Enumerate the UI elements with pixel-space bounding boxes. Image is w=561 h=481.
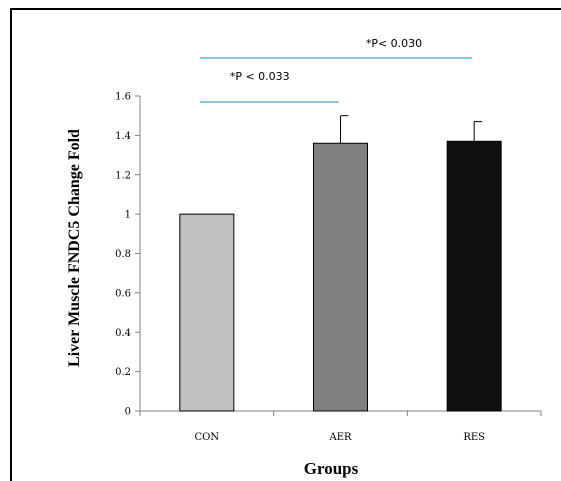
figure-frame [10,8,561,481]
x-tick-label-res: RES [463,432,485,443]
y-tick-label: 1.6 [115,92,131,103]
y-axis-label: Liver Muscle FNDC5 Change Fold [66,129,83,367]
bar-res [446,140,502,412]
significance-label: *P < 0.033 [230,70,290,83]
x-axis-label: Groups [304,459,359,478]
significance-label: *P< 0.030 [366,37,422,50]
y-tick-label: 1.2 [115,170,131,181]
x-tick-label-con: CON [195,432,220,443]
bar-con [179,213,235,412]
y-tick-label: 0.4 [115,328,131,339]
x-tick-labels: CON AER RES [195,432,486,443]
error-bars [340,115,483,144]
y-tick-label: 0.2 [115,367,131,378]
y-tick-label: 0 [125,407,131,418]
y-tick-label: 1.4 [115,131,131,142]
y-tick-label: 0.8 [115,249,131,260]
y-tick-label: 0.6 [115,288,131,299]
x-tick-label-aer: AER [328,432,352,443]
bars [179,140,502,412]
bar-aer [313,142,368,412]
significance-annotations: *P < 0.033 *P< 0.030 [199,37,473,103]
y-tick-label: 1 [125,210,131,221]
y-ticks: 0 0.2 0.4 0.6 0.8 1 1.2 1.4 1.6 [115,92,140,418]
